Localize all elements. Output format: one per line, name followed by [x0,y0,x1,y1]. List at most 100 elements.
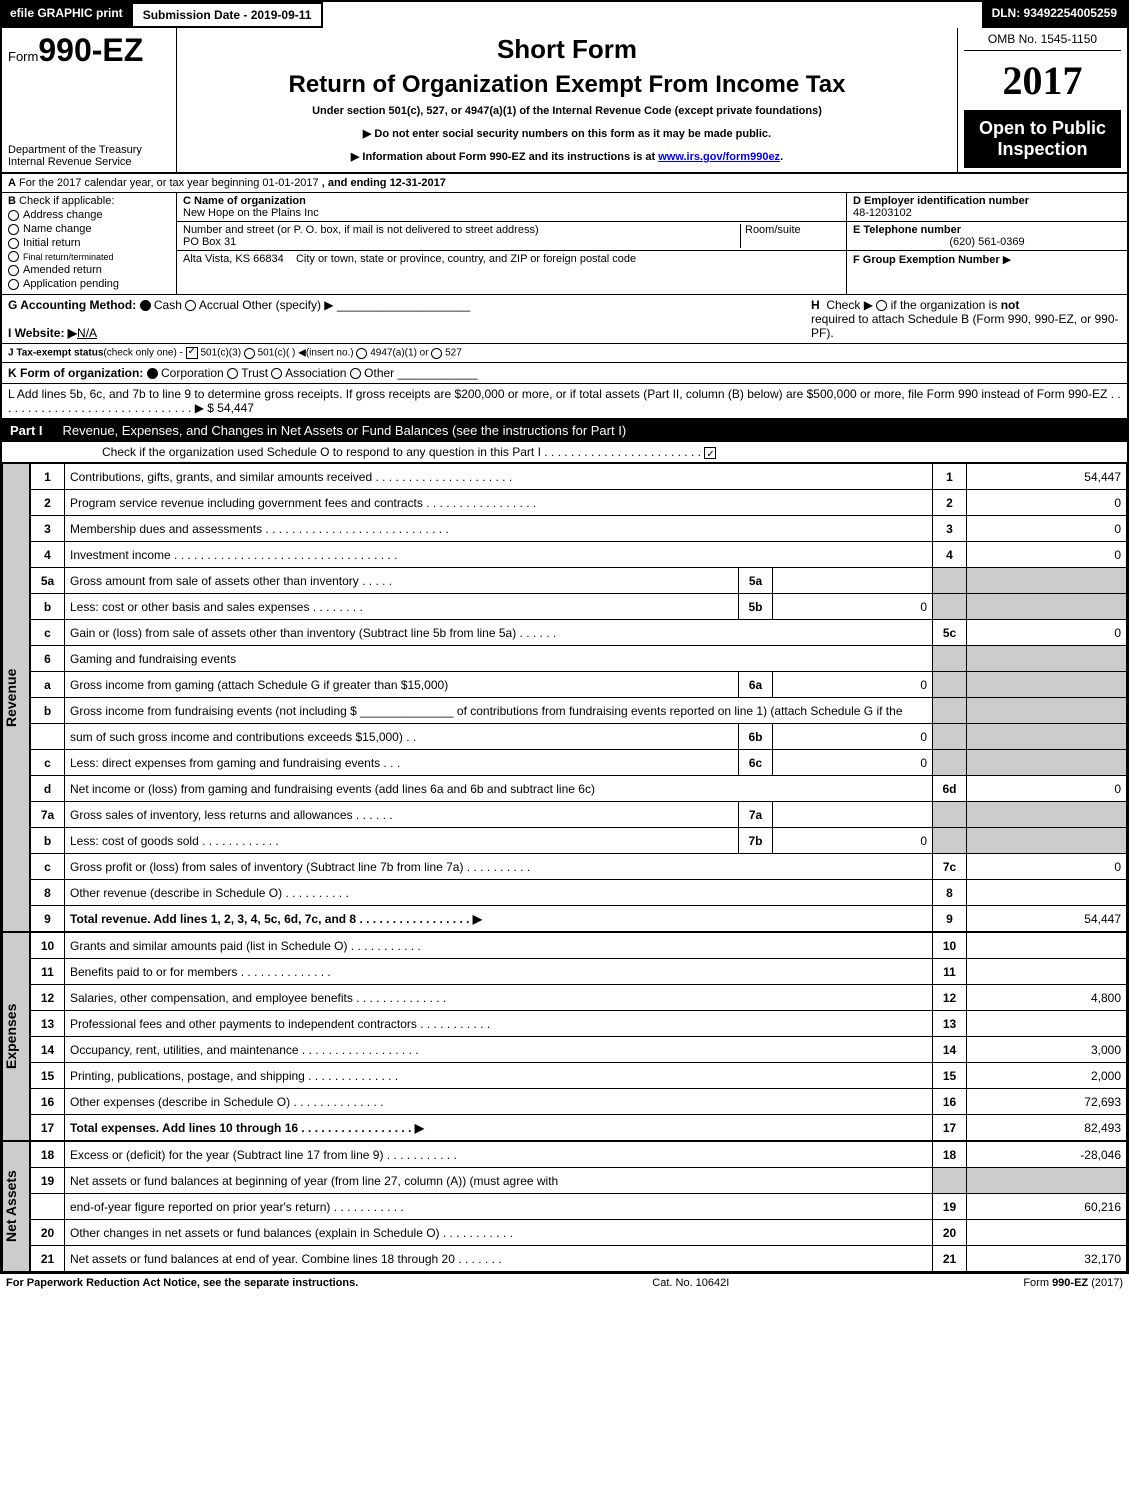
line-number: 21 [31,1246,65,1272]
chk-other[interactable] [350,368,361,379]
part1-check-line: Check if the organization used Schedule … [2,442,1127,463]
line-desc: Net income or (loss) from gaming and fun… [65,776,933,802]
table-row: cGross profit or (loss) from sales of in… [31,854,1127,880]
line-number: 18 [31,1142,65,1168]
form-container: efile GRAPHIC print Submission Date - 20… [0,0,1129,1274]
chk-cash[interactable] [140,300,151,311]
result-value: 4,800 [967,985,1127,1011]
result-value [967,1220,1127,1246]
chk-amended-return[interactable] [8,265,19,276]
chk-address-change[interactable] [8,210,19,221]
table-row: 2Program service revenue including gover… [31,490,1127,516]
line-number: 15 [31,1063,65,1089]
grey-cell [933,802,967,828]
line-number: c [31,854,65,880]
submission-date: Submission Date - 2019-09-11 [131,2,324,28]
col-c: C Name of organization New Hope on the P… [177,193,847,294]
table-row: 8Other revenue (describe in Schedule O) … [31,880,1127,906]
result-value: 60,216 [967,1194,1127,1220]
j-o4: 527 [445,348,462,359]
d-label: D Employer identification number [853,195,1029,207]
table-row: bGross income from fundraising events (n… [31,698,1127,724]
table-row: 21Net assets or fund balances at end of … [31,1246,1127,1272]
grey-cell [967,828,1127,854]
dln-label: DLN: 93492254005259 [982,2,1127,28]
chk-h[interactable] [876,300,887,311]
line-desc: Gross profit or (loss) from sales of inv… [65,854,933,880]
table-row: 9Total revenue. Add lines 1, 2, 3, 4, 5c… [31,906,1127,932]
table-row: 19Net assets or fund balances at beginni… [31,1168,1127,1194]
c-addr-block: Number and street (or P. O. box, if mail… [177,222,846,251]
page-footer: For Paperwork Reduction Act Notice, see … [0,1274,1129,1292]
side-netassets: Net Assets [2,1141,30,1272]
line-desc: Printing, publications, postage, and shi… [65,1063,933,1089]
sub-line-value: 0 [773,724,933,750]
result-value: 0 [967,490,1127,516]
sub-line-value: 0 [773,828,933,854]
i-label: I Website: ▶ [8,326,77,340]
line-desc: Gross income from fundraising events (no… [65,698,933,724]
d-block: D Employer identification number 48-1203… [847,193,1127,222]
result-value: 0 [967,854,1127,880]
room-suite: Room/suite [740,224,840,248]
result-value: 72,693 [967,1089,1127,1115]
addr-label: Number and street (or P. O. box, if mail… [183,224,539,236]
line-number: 13 [31,1011,65,1037]
open-to-public: Open to Public Inspection [964,110,1121,168]
result-number: 13 [933,1011,967,1037]
line-desc: Gain or (loss) from sale of assets other… [65,620,933,646]
chk-accrual[interactable] [185,300,196,311]
chk-assoc[interactable] [271,368,282,379]
header-right: OMB No. 1545-1150 2017 Open to Public In… [957,28,1127,172]
line-number: b [31,828,65,854]
chk-4947[interactable] [356,348,367,359]
chk-corp[interactable] [147,368,158,379]
chk-501c3[interactable] [186,347,198,359]
b-label: B [8,195,16,207]
h-label: H [811,298,820,312]
line-number: 6 [31,646,65,672]
result-value: 0 [967,542,1127,568]
irs-link[interactable]: www.irs.gov/form990ez [658,151,780,163]
chk-527[interactable] [431,348,442,359]
result-number: 11 [933,959,967,985]
header-mid: Short Form Return of Organization Exempt… [177,28,957,172]
e-block: E Telephone number (620) 561-0369 [847,222,1127,251]
line-desc: Investment income . . . . . . . . . . . … [65,542,933,568]
omb-number: OMB No. 1545-1150 [964,32,1121,51]
table-row: aGross income from gaming (attach Schedu… [31,672,1127,698]
result-value: 32,170 [967,1246,1127,1272]
chk-schedule-o[interactable] [704,447,716,459]
result-number: 17 [933,1115,967,1141]
chk-501c[interactable] [244,348,255,359]
b-item-4: Amended return [23,264,102,276]
j-label: J Tax-exempt status [8,348,103,359]
chk-final-return[interactable] [8,251,19,262]
b-item-3: Final return/terminated [23,252,114,262]
line-desc: Less: direct expenses from gaming and fu… [65,750,739,776]
grey-cell [967,698,1127,724]
f-label: F Group Exemption Number [853,254,1000,266]
sub-line-number: 6c [739,750,773,776]
line-number: 4 [31,542,65,568]
line-number [31,724,65,750]
grey-cell [967,594,1127,620]
result-value: -28,046 [967,1142,1127,1168]
revenue-section: Revenue 1Contributions, gifts, grants, a… [2,463,1127,932]
result-number: 21 [933,1246,967,1272]
city-label: City or town, state or province, country… [296,253,636,265]
org-name: New Hope on the Plains Inc [183,207,319,219]
phone-val: (620) 561-0369 [853,236,1121,248]
line-desc: Gross sales of inventory, less returns a… [65,802,739,828]
a-end: , and ending 12-31-2017 [322,177,446,189]
chk-name-change[interactable] [8,224,19,235]
line-desc: Occupancy, rent, utilities, and maintena… [65,1037,933,1063]
line-desc: Professional fees and other payments to … [65,1011,933,1037]
netassets-section: Net Assets 18Excess or (deficit) for the… [2,1141,1127,1272]
chk-trust[interactable] [227,368,238,379]
chk-initial-return[interactable] [8,238,19,249]
dept-treasury: Department of the Treasury [8,144,170,156]
chk-application-pending[interactable] [8,279,19,290]
line-number: 1 [31,464,65,490]
part1-check-text: Check if the organization used Schedule … [102,445,701,459]
